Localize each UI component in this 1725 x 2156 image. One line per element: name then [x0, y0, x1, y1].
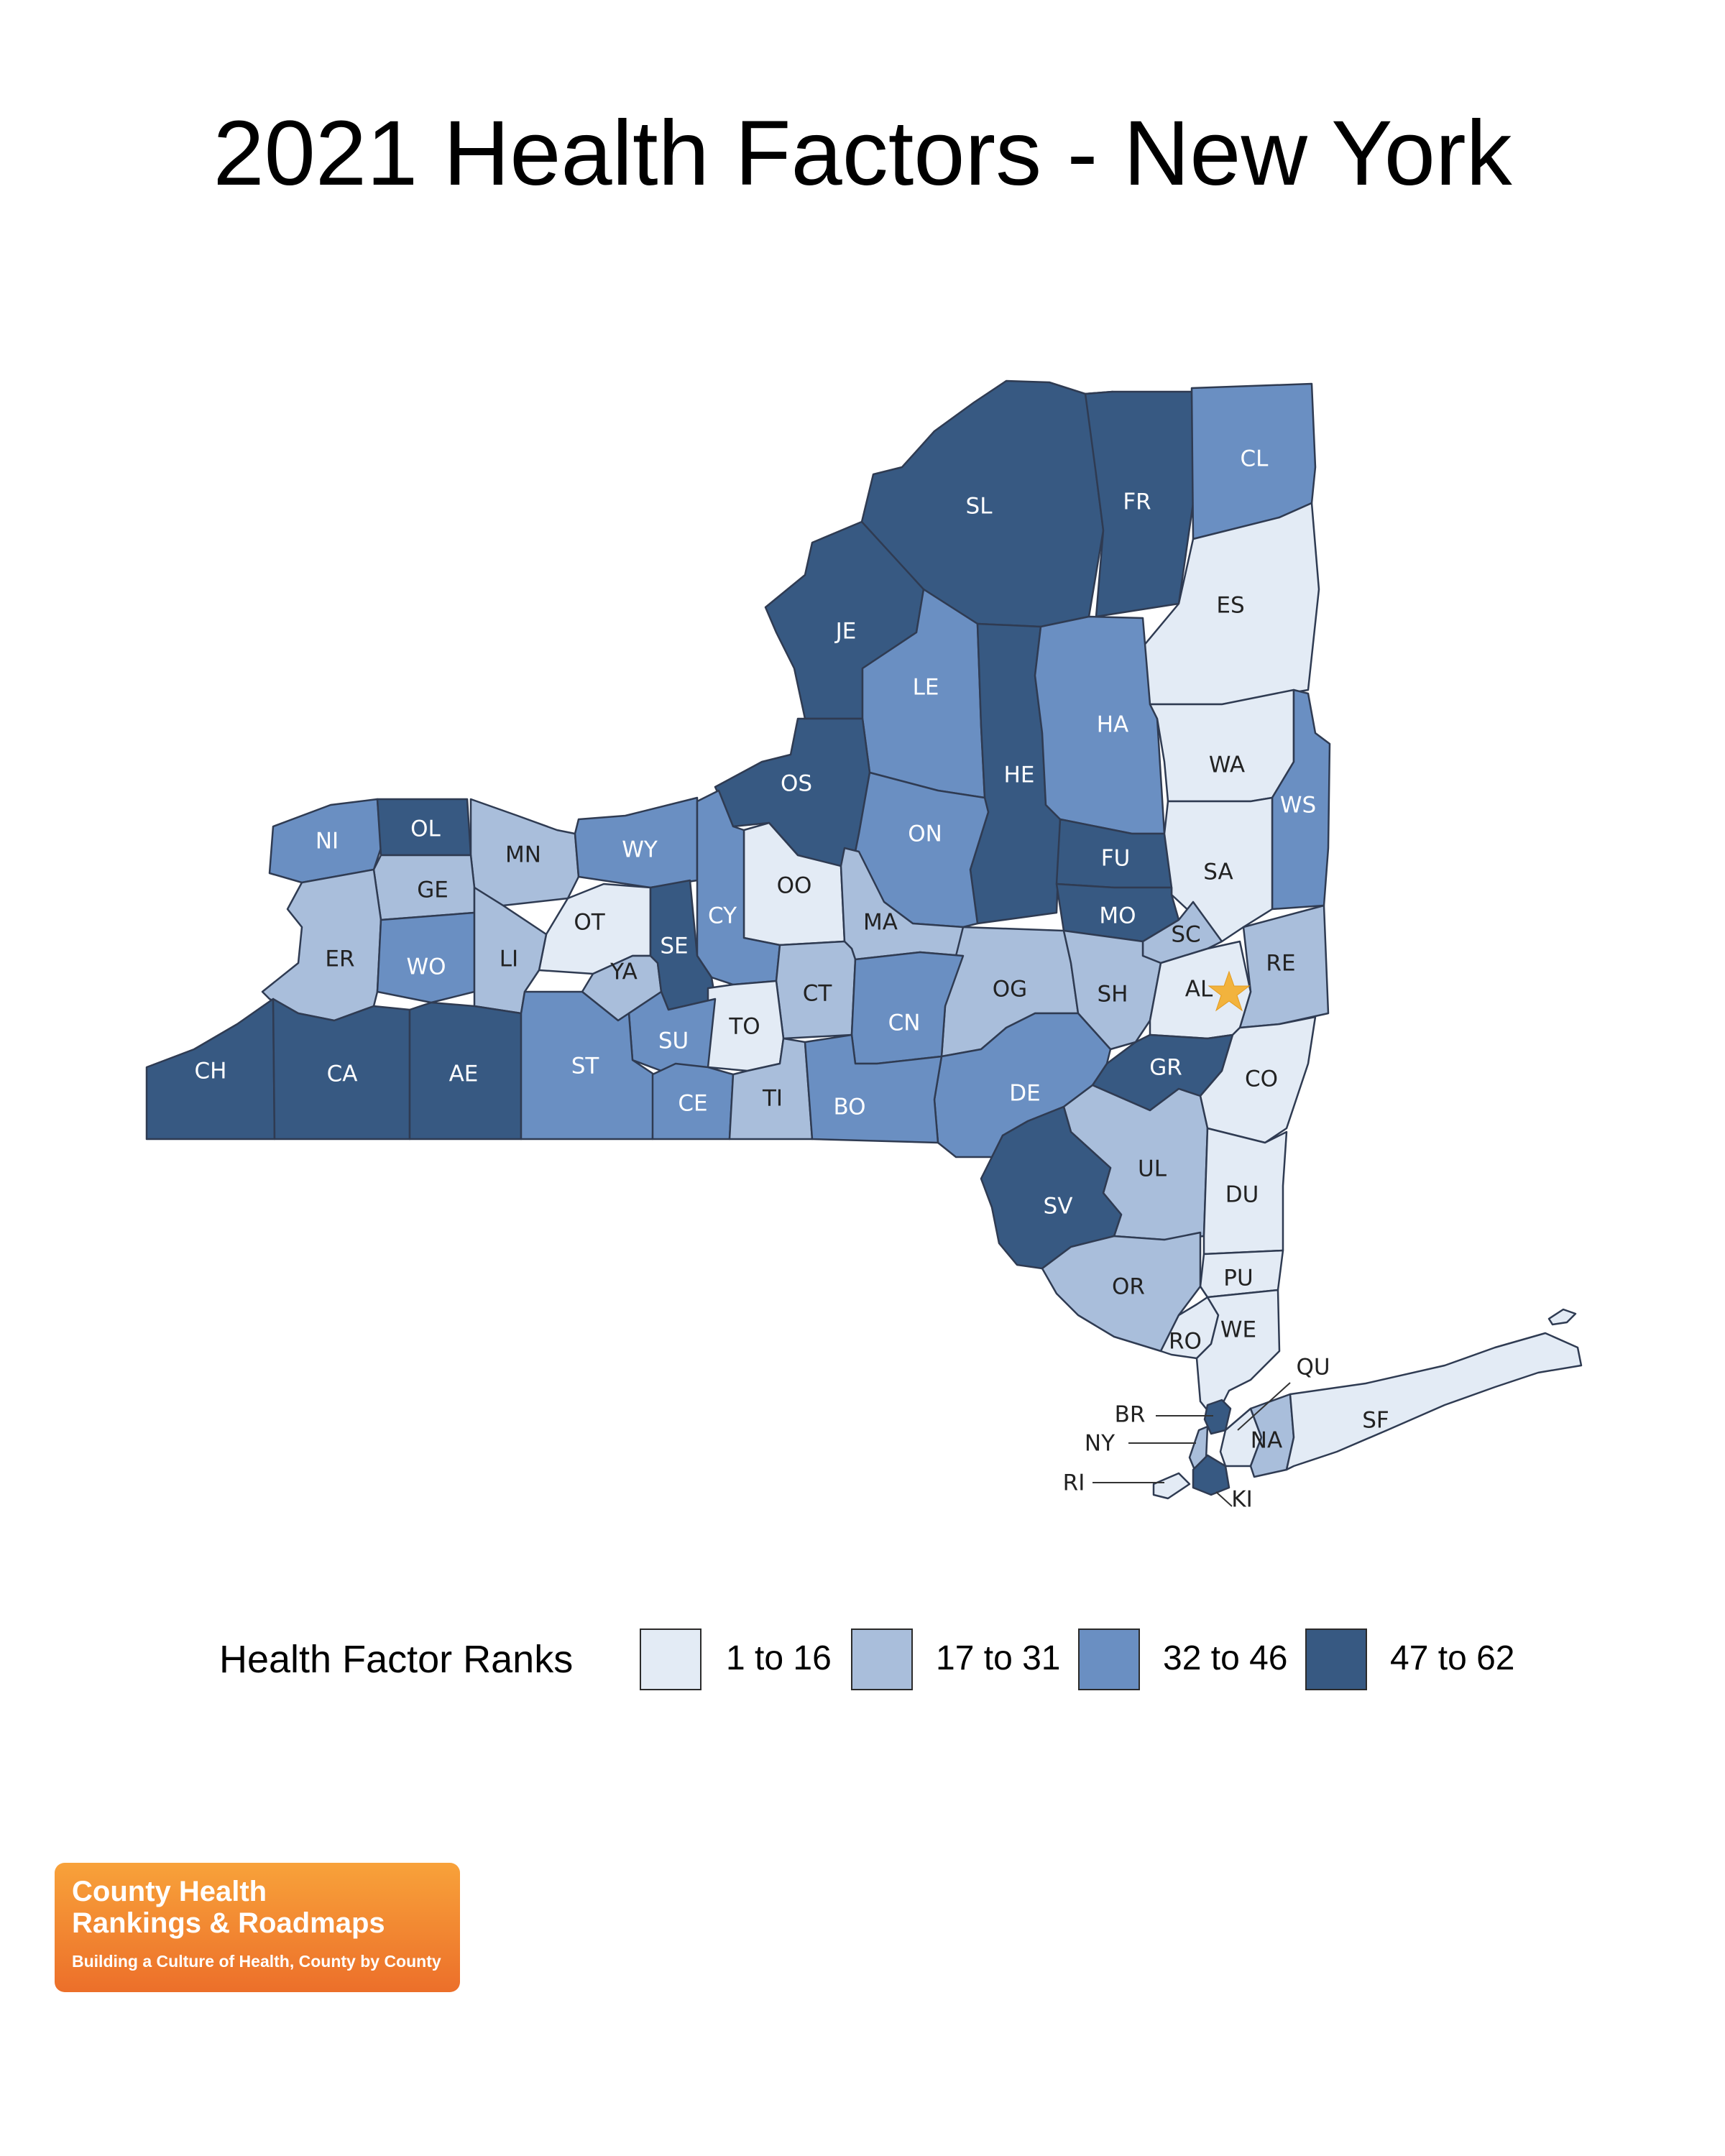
- county-label-WA: WA: [1209, 752, 1245, 778]
- county-label-SE: SE: [660, 934, 688, 959]
- county-label-SL: SL: [966, 494, 993, 520]
- county-label-WO: WO: [406, 954, 446, 980]
- label-leaders: [1092, 1382, 1291, 1507]
- county-NI: [268, 798, 382, 884]
- county-label-PU: PU: [1223, 1266, 1253, 1291]
- legend-swatch-1: [640, 1628, 702, 1690]
- county-label-OT: OT: [574, 910, 605, 936]
- county-label-ER: ER: [325, 946, 354, 972]
- county-label-NI: NI: [316, 829, 339, 854]
- legend-label-1: 1 to 16: [726, 1639, 832, 1677]
- county-label-DE: DE: [1009, 1081, 1040, 1107]
- county-label-TO: TO: [728, 1014, 760, 1040]
- county-label-CE: CE: [678, 1091, 707, 1117]
- county-label-RI: RI: [1063, 1470, 1085, 1496]
- county-label-CL: CL: [1241, 446, 1269, 472]
- county-label-WS: WS: [1280, 793, 1316, 819]
- legend-swatch-3: [1078, 1628, 1140, 1690]
- county-label-SA: SA: [1203, 860, 1233, 885]
- county-label-GE: GE: [417, 877, 448, 903]
- county-label-DU: DU: [1225, 1182, 1259, 1208]
- county-label-RO: RO: [1169, 1329, 1202, 1355]
- county-label-CO: CO: [1245, 1067, 1278, 1092]
- legend-swatch-2: [851, 1628, 913, 1690]
- county-label-CN: CN: [888, 1010, 921, 1036]
- county-label-SH: SH: [1098, 982, 1128, 1008]
- county-SH: [1062, 929, 1162, 1051]
- county-SU: [627, 990, 717, 1072]
- county-label-NA: NA: [1251, 1428, 1282, 1454]
- county-SF-fork: [1547, 1308, 1577, 1326]
- county-label-BO: BO: [833, 1095, 865, 1120]
- county-SV: [980, 1105, 1123, 1270]
- county-label-ES: ES: [1216, 593, 1244, 619]
- county-KI: [1192, 1454, 1230, 1496]
- county-TI: [728, 1037, 814, 1141]
- county-label-SU: SU: [658, 1028, 689, 1054]
- legend-label-4: 47 to 62: [1390, 1639, 1515, 1677]
- county-label-OG: OG: [993, 977, 1027, 1003]
- county-label-BR: BR: [1115, 1402, 1146, 1428]
- logo-line-2: Rankings & Roadmaps: [72, 1907, 385, 1939]
- county-label-CA: CA: [327, 1061, 358, 1087]
- county-label-SC: SC: [1171, 922, 1200, 948]
- county-label-WY: WY: [622, 837, 658, 863]
- county-label-AL: AL: [1185, 977, 1213, 1003]
- county-label-TI: TI: [762, 1086, 783, 1112]
- county-label-MA: MA: [863, 910, 898, 936]
- county-label-OS: OS: [781, 771, 812, 797]
- county-label-LI: LI: [500, 946, 518, 972]
- county-label-CH: CH: [195, 1059, 227, 1084]
- county-label-SF: SF: [1362, 1408, 1389, 1434]
- county-label-ST: ST: [571, 1054, 600, 1079]
- county-WO: [376, 911, 476, 1004]
- logo-line-1: County Health: [72, 1876, 267, 1907]
- legend-swatch-4: [1305, 1628, 1367, 1690]
- county-label-WE: WE: [1220, 1317, 1256, 1343]
- county-RI: [1152, 1472, 1191, 1500]
- county-label-AE: AE: [449, 1061, 479, 1087]
- county-CA: [272, 998, 411, 1141]
- county-label-CY: CY: [708, 903, 737, 929]
- map-title: 2021 Health Factors - New York: [213, 102, 1512, 205]
- legend-title: Health Factor Ranks: [219, 1638, 574, 1681]
- county-label-OO: OO: [777, 873, 812, 899]
- county-label-CT: CT: [803, 981, 833, 1007]
- county-label-JE: JE: [834, 619, 857, 645]
- county-label-UL: UL: [1138, 1156, 1167, 1182]
- county-label-SV: SV: [1044, 1194, 1073, 1220]
- county-label-YA: YA: [610, 959, 638, 985]
- county-DU: [1202, 1127, 1288, 1256]
- county-label-HE: HE: [1004, 763, 1035, 788]
- county-CO: [1199, 1015, 1317, 1144]
- county-SF: [1285, 1332, 1583, 1471]
- county-label-GR: GR: [1149, 1055, 1182, 1081]
- county-label-ON: ON: [908, 821, 942, 847]
- star-icon: [1208, 970, 1251, 1012]
- county-ST: [520, 990, 656, 1141]
- county-WS: [1271, 688, 1331, 911]
- county-label-FU: FU: [1101, 846, 1131, 872]
- county-label-MN: MN: [505, 842, 541, 868]
- county-label-FR: FR: [1123, 489, 1151, 515]
- county-ER: [261, 868, 382, 1022]
- county-label-QU: QU: [1296, 1355, 1330, 1381]
- county-label-MO: MO: [1099, 903, 1136, 929]
- legend-label-2: 17 to 31: [936, 1639, 1061, 1677]
- county-label-NY: NY: [1085, 1431, 1115, 1457]
- county-label-HA: HA: [1097, 712, 1129, 738]
- county-label-LE: LE: [913, 675, 939, 701]
- county-BO: [804, 1033, 943, 1144]
- county-label-KI: KI: [1231, 1487, 1252, 1513]
- county-label-OL: OL: [410, 816, 441, 842]
- county-label-RE: RE: [1266, 951, 1295, 977]
- logo-tagline: Building a Culture of Health, County by …: [72, 1952, 441, 1971]
- legend-label-3: 32 to 46: [1163, 1639, 1288, 1677]
- county-WA: [1149, 688, 1295, 803]
- county-health-rankings-logo: County Health Rankings & Roadmaps Buildi…: [55, 1863, 460, 1992]
- county-OR: [1041, 1231, 1202, 1353]
- county-label-OR: OR: [1112, 1274, 1145, 1300]
